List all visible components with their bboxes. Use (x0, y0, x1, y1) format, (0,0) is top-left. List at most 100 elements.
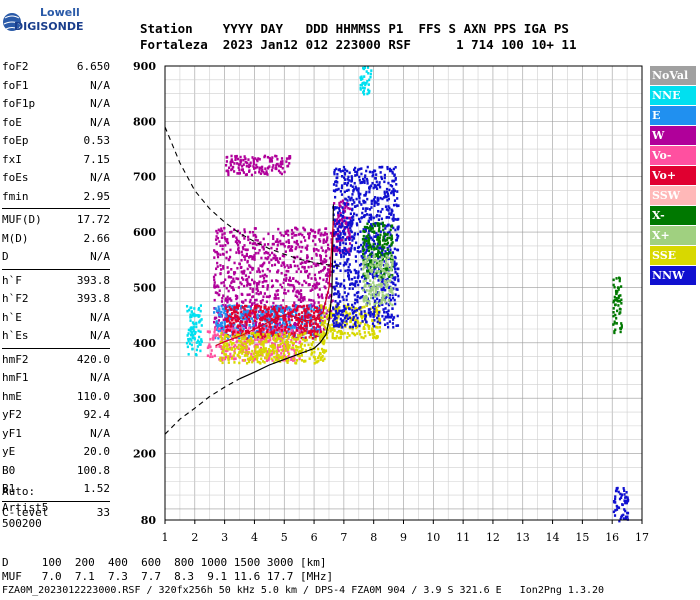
echo-point (388, 167, 392, 171)
echo-point (347, 188, 350, 192)
echo-point (310, 299, 313, 302)
echo-point (625, 499, 628, 503)
echo-point (290, 228, 294, 232)
echo-point (363, 230, 366, 234)
legend-item-w: W (650, 126, 696, 145)
echo-point (390, 169, 393, 172)
echo-point (267, 327, 270, 330)
echo-point (378, 181, 381, 184)
echo-point (362, 249, 365, 253)
echo-point (199, 343, 202, 346)
echo-point (363, 323, 367, 326)
echo-point (220, 314, 223, 318)
echo-point (356, 232, 359, 236)
echo-point (362, 92, 366, 96)
echo-point (309, 323, 312, 327)
echo-point (185, 304, 189, 308)
echo-point (250, 352, 253, 356)
echo-point (392, 287, 395, 291)
echo-point (365, 303, 368, 306)
echo-point (216, 291, 219, 295)
echo-point (369, 225, 372, 228)
legend: NoVal NNE E W Vo- Vo+ SSW X- X+ SSE NNW (650, 66, 696, 286)
echo-point (236, 325, 239, 328)
echo-point (258, 348, 261, 352)
x-tick-label: 7 (340, 531, 347, 544)
echo-point (264, 347, 268, 350)
echo-point (292, 277, 295, 280)
echo-point (279, 305, 282, 309)
echo-point (334, 315, 337, 318)
echo-point (229, 352, 232, 356)
echo-point (344, 222, 348, 225)
echo-point (215, 320, 218, 323)
echo-point (382, 235, 385, 239)
echo-point (230, 315, 233, 318)
echo-point (274, 254, 277, 258)
echo-point (335, 334, 338, 338)
echo-point (268, 160, 272, 163)
echo-point (281, 166, 284, 170)
echo-point (242, 342, 246, 345)
echo-point (389, 213, 393, 216)
param-name: D (2, 250, 9, 263)
echo-point (233, 361, 236, 364)
echo-point (305, 304, 308, 308)
y-tick-label: 900 (133, 60, 156, 73)
echo-point (263, 154, 267, 158)
echo-point (381, 279, 384, 283)
echo-point (295, 239, 299, 243)
echo-point (326, 309, 329, 312)
echo-point (376, 235, 380, 239)
echo-point (389, 259, 393, 263)
echo-point (303, 298, 306, 301)
echo-point (249, 309, 252, 313)
echo-point (347, 274, 351, 277)
echo-point (256, 343, 259, 347)
echo-point (190, 330, 193, 334)
echo-point (343, 291, 346, 294)
echo-point (385, 242, 389, 246)
echo-point (333, 219, 337, 222)
echo-point (350, 277, 354, 281)
echo-point (243, 284, 246, 288)
echo-point (186, 334, 189, 337)
echo-point (354, 260, 358, 263)
echo-point (262, 317, 265, 320)
echo-point (236, 295, 239, 298)
echo-point (323, 339, 326, 342)
echo-point (222, 333, 225, 336)
echo-point (367, 239, 370, 243)
echo-point (255, 320, 258, 324)
echo-point (339, 214, 343, 217)
echo-point (314, 236, 317, 239)
echo-point (350, 176, 354, 180)
echo-point (272, 329, 275, 333)
echo-point (383, 192, 386, 195)
echo-point (270, 330, 273, 334)
echo-point (259, 310, 262, 313)
echo-point (379, 270, 382, 273)
echo-point (269, 328, 273, 331)
echo-point (378, 320, 381, 323)
echo-point (391, 190, 394, 193)
echo-point (187, 339, 190, 343)
echo-point (317, 229, 320, 232)
echo-point (302, 226, 305, 230)
echo-point (345, 322, 349, 326)
echo-point (343, 320, 346, 324)
echo-point (266, 257, 269, 261)
x-tick-label: 11 (456, 531, 470, 544)
echo-point (258, 353, 261, 357)
echo-point (226, 349, 229, 352)
echo-point (213, 286, 216, 289)
echo-point (338, 219, 341, 223)
echo-point (612, 510, 615, 514)
echo-point (269, 158, 272, 161)
echo-point (354, 271, 358, 275)
echo-point (376, 270, 379, 273)
echo-point (246, 248, 249, 252)
param-name: h`F2 (2, 292, 29, 305)
echo-point (287, 233, 290, 237)
echo-point (340, 319, 343, 323)
